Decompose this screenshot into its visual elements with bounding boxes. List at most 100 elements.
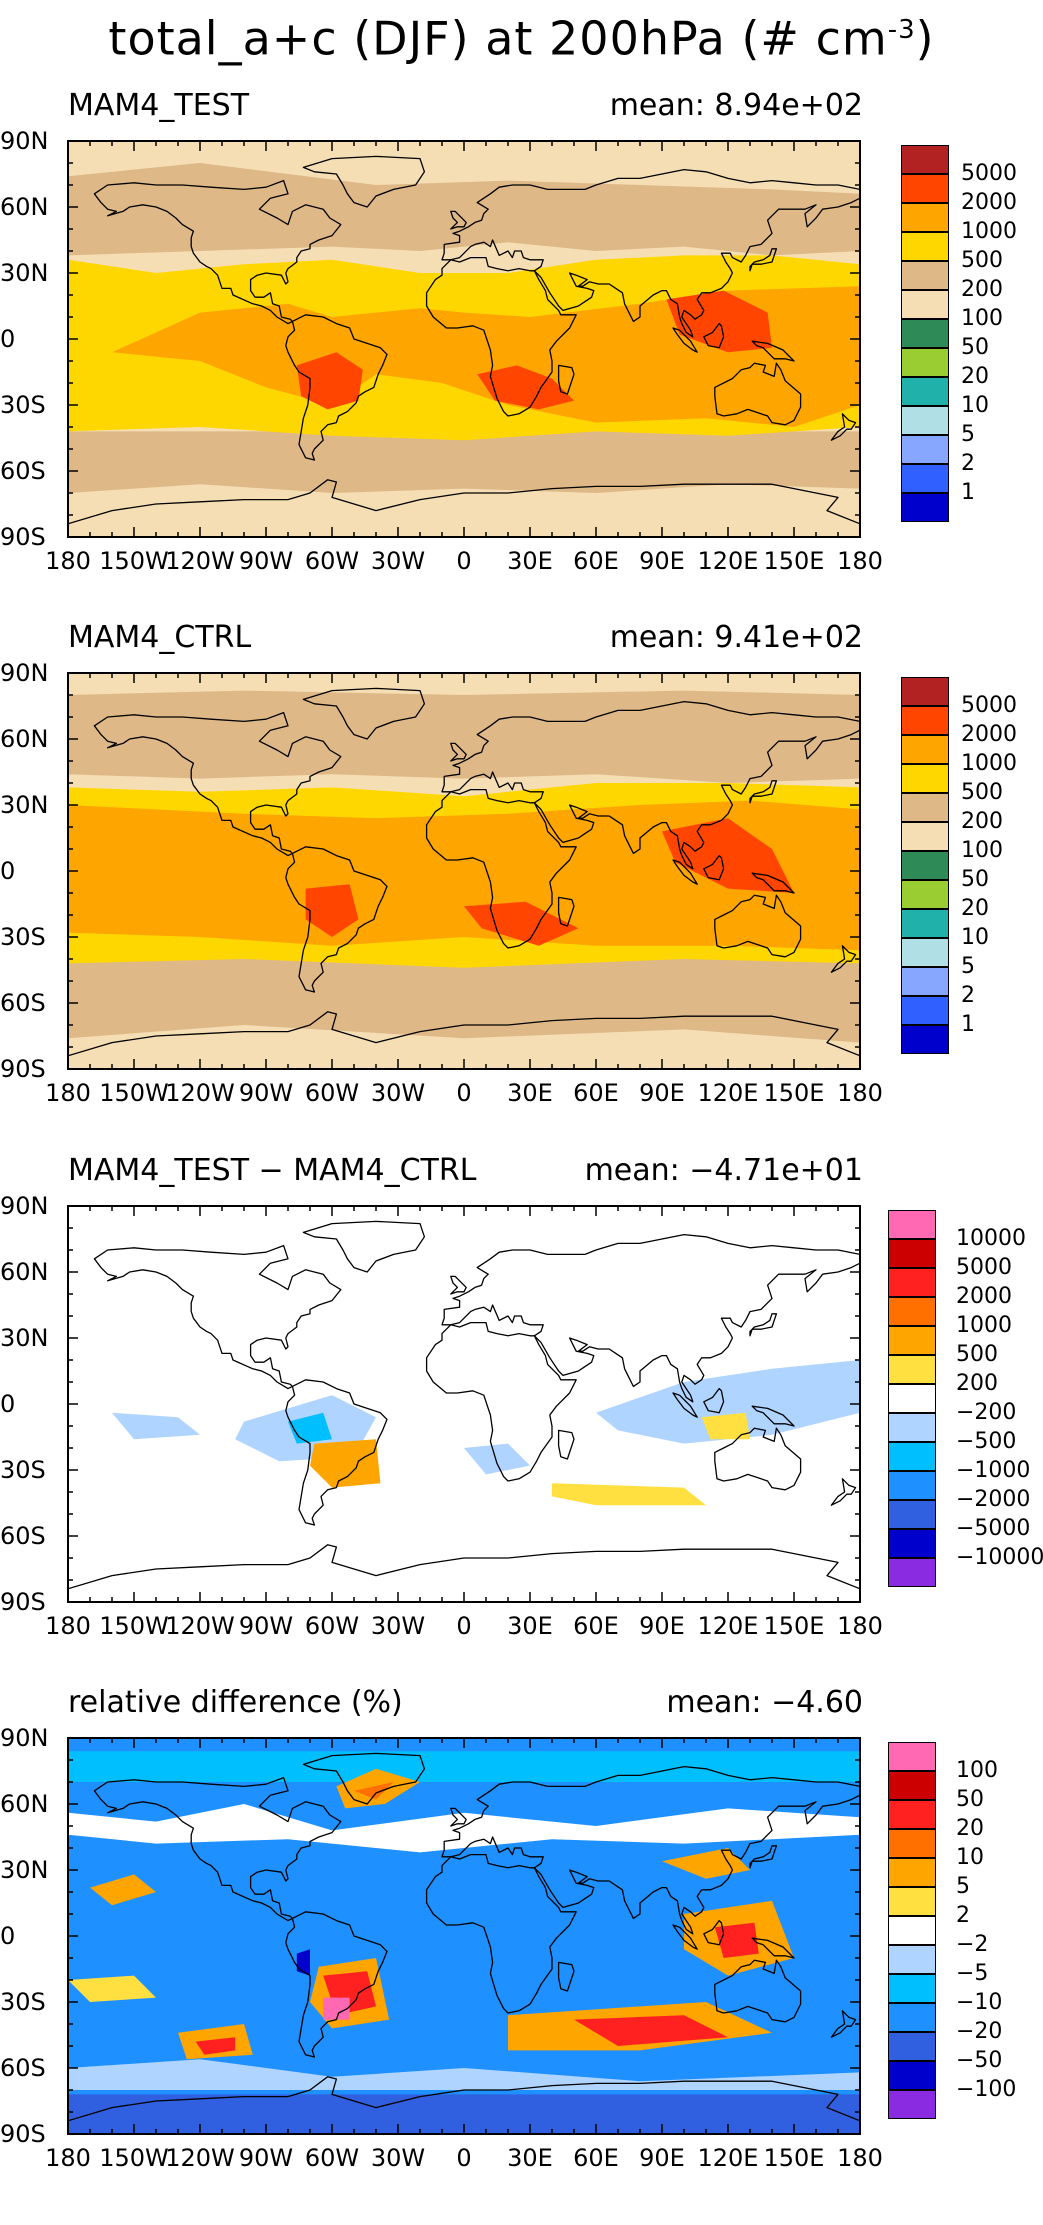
colorbar-label: −100 (956, 2077, 1017, 2102)
lat-label: 60N (0, 1790, 49, 1818)
colorbar-swatch (901, 793, 949, 822)
field-contour-region (112, 1412, 200, 1440)
lon-label: 120W (165, 1079, 235, 1107)
coastline (672, 1392, 698, 1418)
lon-label: 0 (456, 547, 472, 575)
colorbar-label: 5000 (961, 693, 1017, 718)
coastline (714, 1959, 802, 2023)
panel-title: relative difference (%) (68, 1685, 403, 1720)
figure-title-tail: ) (915, 11, 935, 66)
lat-label: 0 (0, 857, 16, 885)
colorbar-swatch (888, 1413, 936, 1442)
colorbar-swatch (888, 1355, 936, 1384)
lon-label: 150E (763, 2144, 825, 2172)
lon-label: 90E (639, 1079, 685, 1107)
colorbar-swatch (888, 1771, 936, 1800)
colorbar-swatch (888, 1558, 936, 1587)
field-contour-region (464, 901, 579, 946)
lon-label: 150E (763, 547, 825, 575)
colorbar-swatch (888, 1945, 936, 1974)
lat-label: 30N (0, 259, 49, 287)
field-contour-region (296, 352, 363, 410)
field-contour-region (477, 365, 574, 410)
lon-label: 90W (238, 2144, 294, 2172)
lon-label: 30E (507, 1612, 553, 1640)
colorbar-swatch (901, 464, 949, 493)
coastline (749, 248, 778, 272)
panel-title: MAM4_TEST − MAM4_CTRL (68, 1153, 477, 1188)
colorbar-label: −5000 (956, 1516, 1031, 1541)
coastline (285, 314, 388, 461)
lon-label: 150W (99, 1612, 169, 1640)
lon-label: 120E (697, 547, 759, 575)
field-contour-region (596, 1360, 860, 1444)
colorbar-swatch (901, 377, 949, 406)
colorbar-label: 200 (961, 809, 1003, 834)
coastline (749, 1313, 778, 1337)
field-contour-region (195, 2037, 236, 2055)
lon-label: 90W (238, 1612, 294, 1640)
colorbar-swatch (888, 2061, 936, 2090)
colorbar-swatch (901, 348, 949, 377)
lat-label: 30S (0, 1988, 46, 2016)
lon-label: 180 (45, 1612, 91, 1640)
coastline (703, 1387, 725, 1414)
lon-label: 30W (370, 1079, 426, 1107)
lon-label: 180 (837, 1079, 883, 1107)
colorbar-label: 100 (961, 306, 1003, 331)
lon-label: 120E (697, 2144, 759, 2172)
coastline (450, 210, 467, 230)
coastline (425, 256, 577, 417)
lon-label: 180 (45, 547, 91, 575)
colorbar-label: 500 (956, 1342, 998, 1367)
lat-label: 0 (0, 325, 16, 353)
colorbar-label: −10 (956, 1990, 1003, 2015)
field-contour-region (701, 1412, 750, 1440)
coastline (672, 859, 698, 885)
field-contour-region (323, 1997, 350, 2020)
field-contour-region (68, 959, 860, 1043)
coastline (441, 1765, 860, 1935)
coastline (302, 1752, 426, 1805)
colorbar-swatch (901, 909, 949, 938)
lat-label: 90N (0, 127, 49, 155)
colorbar-label: −1000 (956, 1458, 1031, 1483)
colorbar-swatch (888, 2032, 936, 2061)
lon-label: 30W (370, 547, 426, 575)
field-contour-region (552, 1483, 706, 1506)
lon-label: 120W (165, 547, 235, 575)
colorbar-swatch (888, 1268, 936, 1297)
lat-label: 30S (0, 923, 46, 951)
lat-label: 30S (0, 1456, 46, 1484)
colorbar-label: −500 (956, 1429, 1017, 1454)
colorbar-swatch (888, 1858, 936, 1887)
coastline (751, 340, 795, 362)
field-contour-region (68, 1975, 156, 2002)
colorbar-swatch (888, 1742, 936, 1771)
coastline (425, 1321, 577, 1482)
colorbar-swatch (888, 1471, 936, 1500)
colorbar-label: −2 (956, 1932, 989, 1957)
field-contour-region (68, 431, 860, 493)
colorbar-swatch (888, 1887, 936, 1916)
colorbar-label: 2000 (961, 190, 1017, 215)
world-map (67, 140, 861, 538)
panel-mean: mean: 8.94e+02 (609, 88, 863, 123)
lon-label: 30E (507, 1079, 553, 1107)
coastline (672, 327, 698, 353)
coastline (714, 894, 802, 958)
lon-label: 60W (304, 2144, 360, 2172)
map-panel-3: MAM4_TEST − MAM4_CTRL mean: −4.71e+01 90N 6… (0, 1153, 1043, 1693)
lon-label: 120W (165, 1612, 235, 1640)
colorbar-label: 1000 (961, 751, 1017, 776)
lat-label: 60N (0, 1258, 49, 1286)
coastline (68, 1011, 860, 1069)
colorbar-label: 20 (956, 1816, 984, 1841)
lon-label: 180 (837, 1612, 883, 1640)
coastline (285, 1379, 388, 1526)
coastline (93, 711, 342, 857)
lon-label: 90E (639, 2144, 685, 2172)
colorbar-swatch (901, 764, 949, 793)
colorbar-label: 50 (961, 867, 989, 892)
coastline (672, 1924, 698, 1950)
